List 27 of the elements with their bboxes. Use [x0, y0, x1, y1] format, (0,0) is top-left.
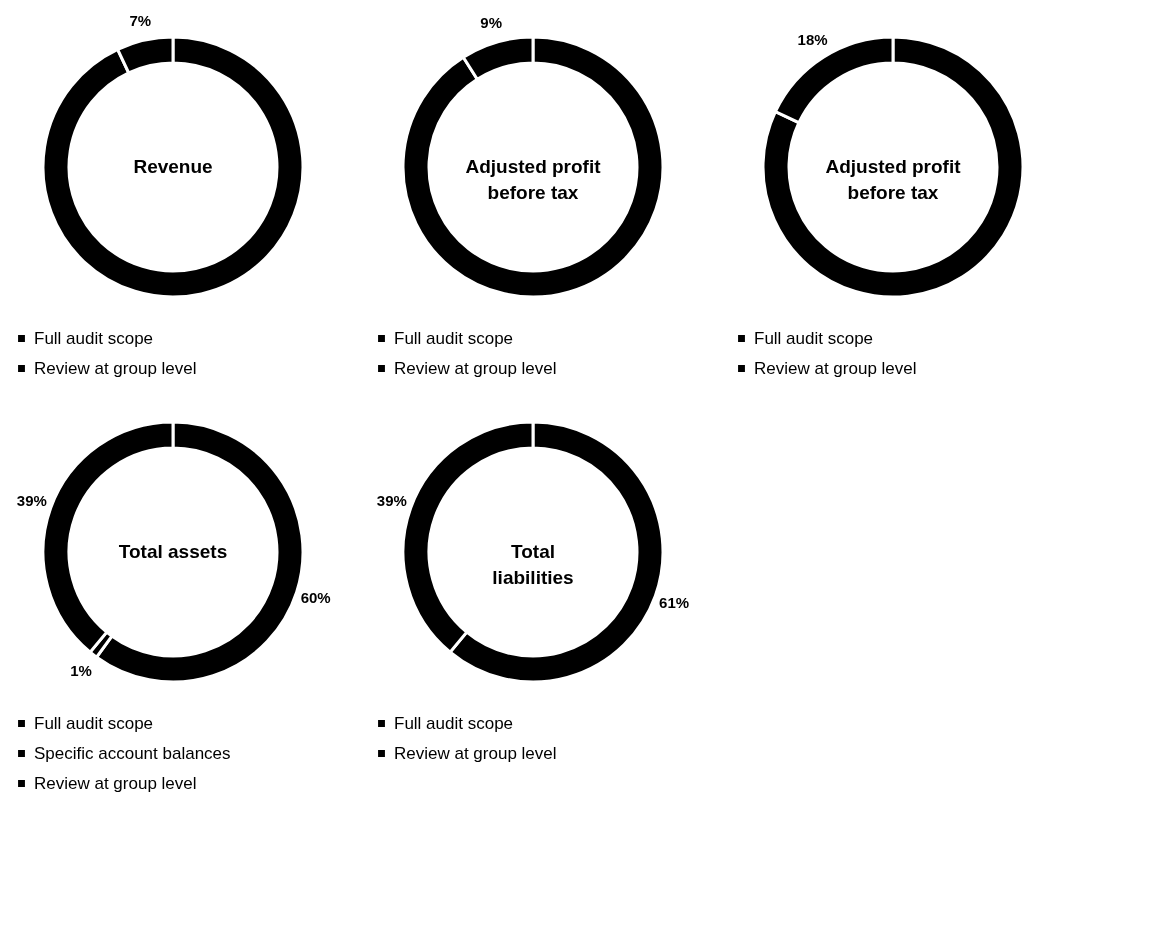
legend-label: Full audit scope	[394, 713, 514, 733]
donut-slice	[401, 35, 665, 299]
data-label: 7%	[129, 11, 152, 29]
data-label: 39%	[16, 492, 47, 510]
legend-label: Full audit scope	[754, 328, 874, 348]
donut-slice	[41, 35, 305, 299]
text: Adjusted profit before tax	[465, 156, 602, 203]
legend-label: Review at group level	[394, 358, 557, 378]
text: Total assets	[118, 541, 228, 562]
legend-label: Specific account balances	[34, 743, 231, 763]
data-label: 18%	[797, 31, 828, 49]
text: Revenue	[133, 156, 213, 177]
data-label: 60%	[300, 589, 331, 607]
legend-label: Full audit scope	[394, 328, 514, 348]
legend-label: Review at group level	[754, 358, 917, 378]
legend-label: Review at group level	[34, 773, 197, 793]
data-label: 39%	[376, 492, 407, 510]
data-label: 1%	[70, 661, 92, 679]
text: Total liabilities	[492, 541, 574, 588]
legend-label: Review at group level	[34, 358, 197, 378]
text: Adjusted profit before tax	[825, 156, 962, 203]
data-label: 61%	[659, 593, 690, 611]
legend-label: Full audit scope	[34, 328, 154, 348]
data-label: 9%	[480, 13, 502, 31]
legend-label: Full audit scope	[34, 713, 154, 733]
legend-label: Review at group level	[394, 743, 557, 763]
donut-slice	[761, 35, 1025, 299]
